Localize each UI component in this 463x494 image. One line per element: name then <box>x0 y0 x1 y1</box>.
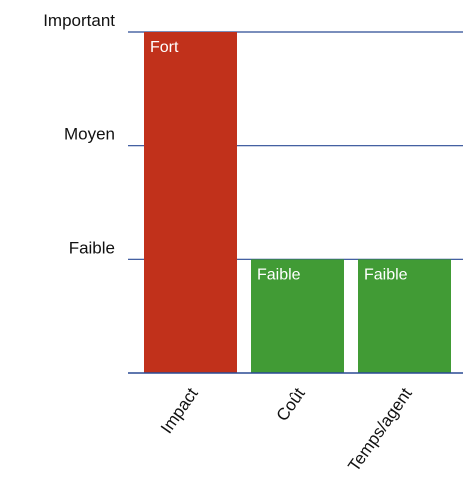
bar <box>251 259 344 373</box>
y-tick-label: Moyen <box>64 125 115 144</box>
y-axis-labels: Faible Moyen Important <box>43 11 115 257</box>
x-tick-label: Coût <box>273 384 309 425</box>
bar-data-label: Fort <box>150 39 179 56</box>
bar-data-label: Faible <box>257 266 301 283</box>
x-axis-labels: Impact Coût Temps/agent <box>157 384 416 475</box>
bars: Fort Faible Faible <box>144 32 451 373</box>
x-tick-label: Temps/agent <box>344 384 416 475</box>
x-tick-label: Impact <box>157 384 202 437</box>
bar <box>144 32 237 373</box>
y-tick-label: Important <box>43 11 115 30</box>
bar <box>358 259 451 373</box>
y-tick-label: Faible <box>69 238 115 257</box>
bar-data-label: Faible <box>364 266 408 283</box>
